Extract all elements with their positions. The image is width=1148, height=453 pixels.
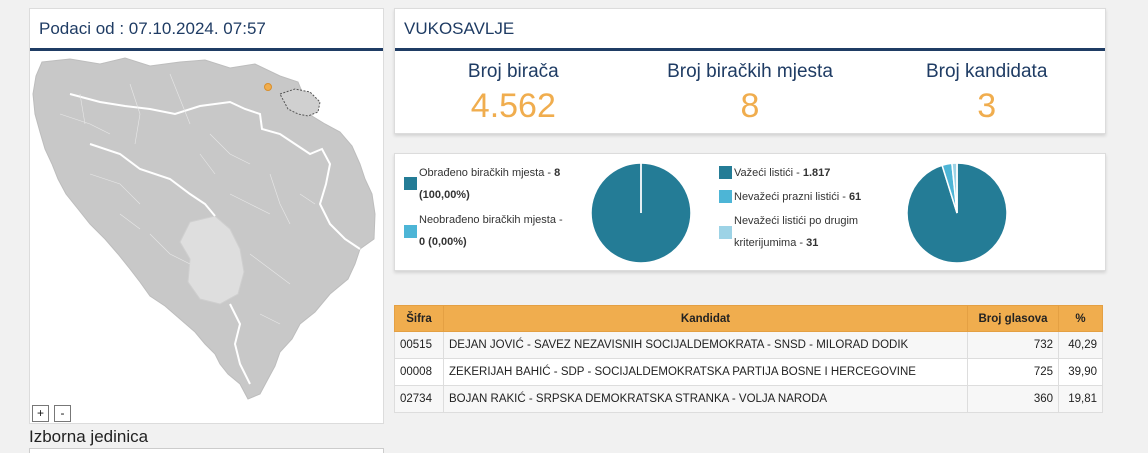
legend-other-line2: kriterijumima - 31 (734, 232, 818, 254)
stat-value: 3 (977, 87, 997, 125)
legend-value: 8 (554, 167, 561, 179)
brcko-district (279, 88, 321, 117)
stat-label: Broj kandidata (925, 61, 1048, 82)
stat-value: 8 (740, 87, 760, 125)
legend-swatch-valid (719, 166, 732, 179)
legend-label: Nevažeći prazni listići - (734, 191, 846, 203)
cell-votes: 725 (967, 358, 1059, 386)
cell-percent: 39,90 (1058, 358, 1103, 386)
map-region-light (179, 215, 245, 305)
table-row[interactable]: 00008 ZEKERIJAH BAHIĆ - SDP - SOCIJALDEM… (394, 358, 1103, 386)
results-table: Šifra Kandidat Broj glasova % 00515 DEJA… (394, 305, 1103, 413)
izborna-jedinica-select[interactable] (29, 448, 384, 453)
cell-candidate: BOJAN RAKIĆ - SRPSKA DEMOKRATSKA STRANKA… (443, 385, 968, 413)
stat-polling-stations: Broj biračkih mjesta 8 (632, 51, 869, 126)
cell-votes: 732 (967, 331, 1059, 359)
charts-panel: Obrađeno biračkih mjesta - 8 (100,00%) N… (394, 153, 1106, 271)
izborna-jedinica-label: Izborna jedinica (29, 427, 149, 446)
legend-label: Neobrađeno biračkih mjesta - (419, 214, 563, 226)
zoom-out-button[interactable]: - (54, 405, 71, 422)
legend-processed-line1: Obrađeno biračkih mjesta - 8 (419, 162, 560, 184)
legend-swatch-other (719, 226, 732, 239)
municipality-panel: VUKOSAVLJE Broj birača 4.562 Broj biračk… (394, 8, 1106, 134)
table-header-row: Šifra Kandidat Broj glasova % (394, 305, 1103, 332)
municipality-name: VUKOSAVLJE (395, 9, 1105, 51)
col-header-candidate[interactable]: Kandidat (443, 305, 968, 332)
stat-label: Broj biračkih mjesta (667, 61, 833, 82)
table-row[interactable]: 02734 BOJAN RAKIĆ - SRPSKA DEMOKRATSKA S… (394, 385, 1103, 413)
processing-pie-chart (590, 162, 692, 264)
cell-code: 00515 (394, 331, 444, 359)
cell-percent: 19,81 (1058, 385, 1103, 413)
bih-map[interactable] (30, 54, 383, 402)
legend-swatch-processed (404, 177, 417, 190)
map-borders (59, 73, 316, 325)
cell-code: 00008 (394, 358, 444, 386)
col-header-code[interactable]: Šifra (394, 305, 444, 332)
stats-row: Broj birača 4.562 Broj biračkih mjesta 8… (395, 51, 1105, 126)
cell-candidate: DEJAN JOVIĆ - SAVEZ NEZAVISNIH SOCIJALDE… (443, 331, 968, 359)
legend-value: 61 (848, 191, 862, 203)
stat-candidates: Broj kandidata 3 (868, 51, 1105, 126)
stat-value: 4.562 (470, 87, 556, 125)
map-panel: Podaci od : 07.10.2024. 07:57 + - (29, 8, 384, 424)
legend-label: Važeći listići - (734, 167, 800, 179)
cell-votes: 360 (967, 385, 1059, 413)
table-row[interactable]: 00515 DEJAN JOVIĆ - SAVEZ NEZAVISNIH SOC… (394, 331, 1103, 359)
stat-voters: Broj birača 4.562 (395, 51, 632, 126)
legend-swatch-unprocessed (404, 225, 417, 238)
legend-valid: Važeći listići - 1.817 (734, 162, 830, 184)
data-timestamp: Podaci od : 07.10.2024. 07:57 (30, 9, 383, 51)
legend-swatch-empty (719, 190, 732, 203)
legend-value: (100,00%) (419, 189, 470, 201)
legend-value: 31 (806, 237, 819, 249)
zoom-in-button[interactable]: + (32, 405, 49, 422)
legend-empty: Nevažeći prazni listići - 61 (734, 186, 861, 208)
cell-candidate: ZEKERIJAH BAHIĆ - SDP - SOCIJALDEMOKRATS… (443, 358, 968, 386)
ballots-pie-chart (906, 162, 1008, 264)
legend-value: 1.817 (802, 167, 831, 179)
legend-processed-line2: (100,00%) (419, 184, 470, 206)
legend-label: Obrađeno biračkih mjesta - (419, 167, 552, 179)
legend-unprocessed-line1: Neobrađeno biračkih mjesta - (419, 209, 563, 231)
legend-value: 0 (0,00%) (419, 236, 467, 248)
legend-other-line1: Nevažeći listići po drugim (734, 210, 858, 232)
legend-label: Nevažeći listići po drugim (734, 215, 859, 227)
col-header-percent[interactable]: % (1058, 305, 1103, 332)
cell-code: 02734 (394, 385, 444, 413)
map-entity-line (69, 93, 361, 385)
vukosavlje-marker (264, 83, 272, 91)
stat-label: Broj birača (467, 61, 559, 82)
legend-unprocessed-line2: 0 (0,00%) (419, 231, 467, 253)
col-header-votes[interactable]: Broj glasova (967, 305, 1059, 332)
legend-label: kriterijumima - (734, 237, 804, 249)
cell-percent: 40,29 (1058, 331, 1103, 359)
